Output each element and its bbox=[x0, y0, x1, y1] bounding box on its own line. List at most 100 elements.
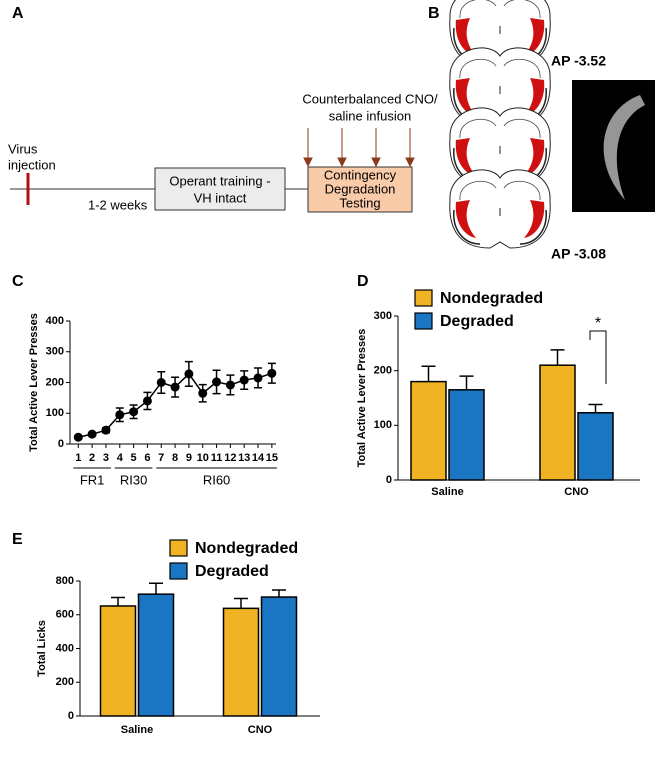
x-tick-label: 7 bbox=[158, 452, 164, 464]
y-tick-label: 200 bbox=[46, 376, 64, 388]
x-tick-label: 12 bbox=[224, 452, 236, 464]
error-bar bbox=[111, 596, 125, 606]
bar bbox=[99, 605, 137, 717]
point bbox=[267, 368, 277, 378]
y-tick-label: 0 bbox=[386, 474, 392, 486]
y-tick-label: 100 bbox=[46, 407, 64, 419]
testing-box bbox=[307, 166, 413, 213]
legend-label: Nondegraded bbox=[440, 290, 543, 307]
infusion-arrows bbox=[303, 128, 415, 168]
point bbox=[156, 378, 166, 387]
y-axis-label: Total Active Lever Presses bbox=[356, 329, 368, 468]
y-tick-label: 600 bbox=[56, 609, 74, 621]
testing-label: Degradation bbox=[325, 181, 396, 196]
legend-swatch bbox=[169, 562, 188, 580]
error-bar bbox=[421, 365, 436, 382]
error-bar bbox=[272, 589, 286, 598]
x-tick-label: 13 bbox=[238, 452, 250, 464]
y-tick-label: 200 bbox=[56, 676, 74, 688]
legend-swatch bbox=[169, 539, 188, 557]
point bbox=[101, 425, 111, 435]
x-tick-label: CNO bbox=[248, 724, 273, 736]
bar bbox=[137, 593, 175, 717]
significance-bracket bbox=[589, 330, 607, 384]
y-tick-label: 200 bbox=[374, 365, 392, 377]
panel-label: E bbox=[12, 531, 23, 548]
x-tick-label: 11 bbox=[211, 452, 223, 464]
error-bar bbox=[234, 597, 248, 609]
panel-label: A bbox=[12, 5, 24, 22]
y-tick-label: 300 bbox=[46, 346, 64, 358]
testing-label: Contingency bbox=[324, 167, 397, 182]
error-bar bbox=[588, 403, 603, 413]
point bbox=[239, 375, 249, 385]
group-label: FR1 bbox=[80, 472, 105, 487]
testing-label: Testing bbox=[339, 195, 380, 210]
bar bbox=[577, 412, 614, 481]
x-tick-label: CNO bbox=[564, 486, 589, 498]
point bbox=[87, 429, 97, 439]
error-bar bbox=[550, 349, 565, 366]
y-tick-label: 0 bbox=[58, 438, 64, 450]
y-tick-label: 800 bbox=[56, 575, 74, 587]
error-bar bbox=[459, 375, 474, 390]
legend-label: Degraded bbox=[195, 563, 269, 580]
legend-label: Degraded bbox=[440, 313, 514, 330]
training-box bbox=[154, 167, 286, 211]
x-tick-label: Saline bbox=[121, 724, 153, 736]
x-tick-label: 4 bbox=[117, 452, 124, 464]
virus-label: Virus bbox=[8, 141, 38, 156]
micrograph-signal bbox=[603, 95, 645, 200]
y-axis-label: Total Active Lever Presses bbox=[28, 313, 40, 452]
point bbox=[184, 369, 194, 379]
error-bar bbox=[149, 582, 163, 595]
x-tick-label: 2 bbox=[89, 452, 95, 464]
y-tick-label: 400 bbox=[56, 642, 74, 654]
panel-label: C bbox=[12, 273, 24, 290]
point bbox=[170, 382, 180, 392]
brain-sections bbox=[449, 0, 551, 249]
ap-label: AP -3.08 bbox=[551, 246, 606, 262]
training-label: VH intact bbox=[194, 190, 247, 205]
point bbox=[225, 380, 235, 390]
x-tick-label: Saline bbox=[431, 486, 463, 498]
annotation: * bbox=[595, 315, 601, 332]
group-label: RI60 bbox=[203, 472, 230, 487]
x-tick-label: 5 bbox=[131, 452, 137, 464]
bar bbox=[260, 596, 298, 717]
panel-label: B bbox=[428, 5, 440, 22]
point bbox=[142, 396, 152, 406]
x-tick-label: 15 bbox=[266, 452, 278, 464]
group-label: RI30 bbox=[120, 472, 147, 487]
y-tick-label: 400 bbox=[46, 315, 64, 327]
ap-label: AP -3.52 bbox=[551, 53, 606, 69]
x-tick-label: 9 bbox=[186, 452, 192, 464]
x-tick-label: 1 bbox=[75, 452, 81, 464]
infusion-label: Counterbalanced CNO/ bbox=[302, 91, 438, 106]
y-axis-label: Total Licks bbox=[36, 620, 48, 677]
x-tick-label: 14 bbox=[252, 452, 265, 464]
point bbox=[115, 410, 125, 420]
point bbox=[129, 407, 139, 417]
y-tick-label: 300 bbox=[374, 310, 392, 322]
bar bbox=[539, 364, 576, 481]
legend-swatch bbox=[414, 312, 433, 330]
virus-label: injection bbox=[8, 157, 56, 172]
point bbox=[212, 377, 222, 387]
y-tick-label: 100 bbox=[374, 419, 392, 431]
x-tick-label: 8 bbox=[172, 452, 178, 464]
panel-label: D bbox=[357, 273, 369, 290]
x-tick-label: 3 bbox=[103, 452, 109, 464]
bar bbox=[222, 607, 260, 717]
point bbox=[198, 388, 208, 398]
bar bbox=[410, 380, 447, 481]
infusion-label: saline infusion bbox=[329, 108, 411, 123]
legend-label: Nondegraded bbox=[195, 540, 298, 557]
bar bbox=[448, 389, 485, 481]
legend-swatch bbox=[414, 289, 433, 307]
interval-label: 1-2 weeks bbox=[88, 197, 148, 212]
point bbox=[253, 373, 263, 383]
y-tick-label: 0 bbox=[68, 710, 74, 722]
point bbox=[73, 432, 83, 442]
